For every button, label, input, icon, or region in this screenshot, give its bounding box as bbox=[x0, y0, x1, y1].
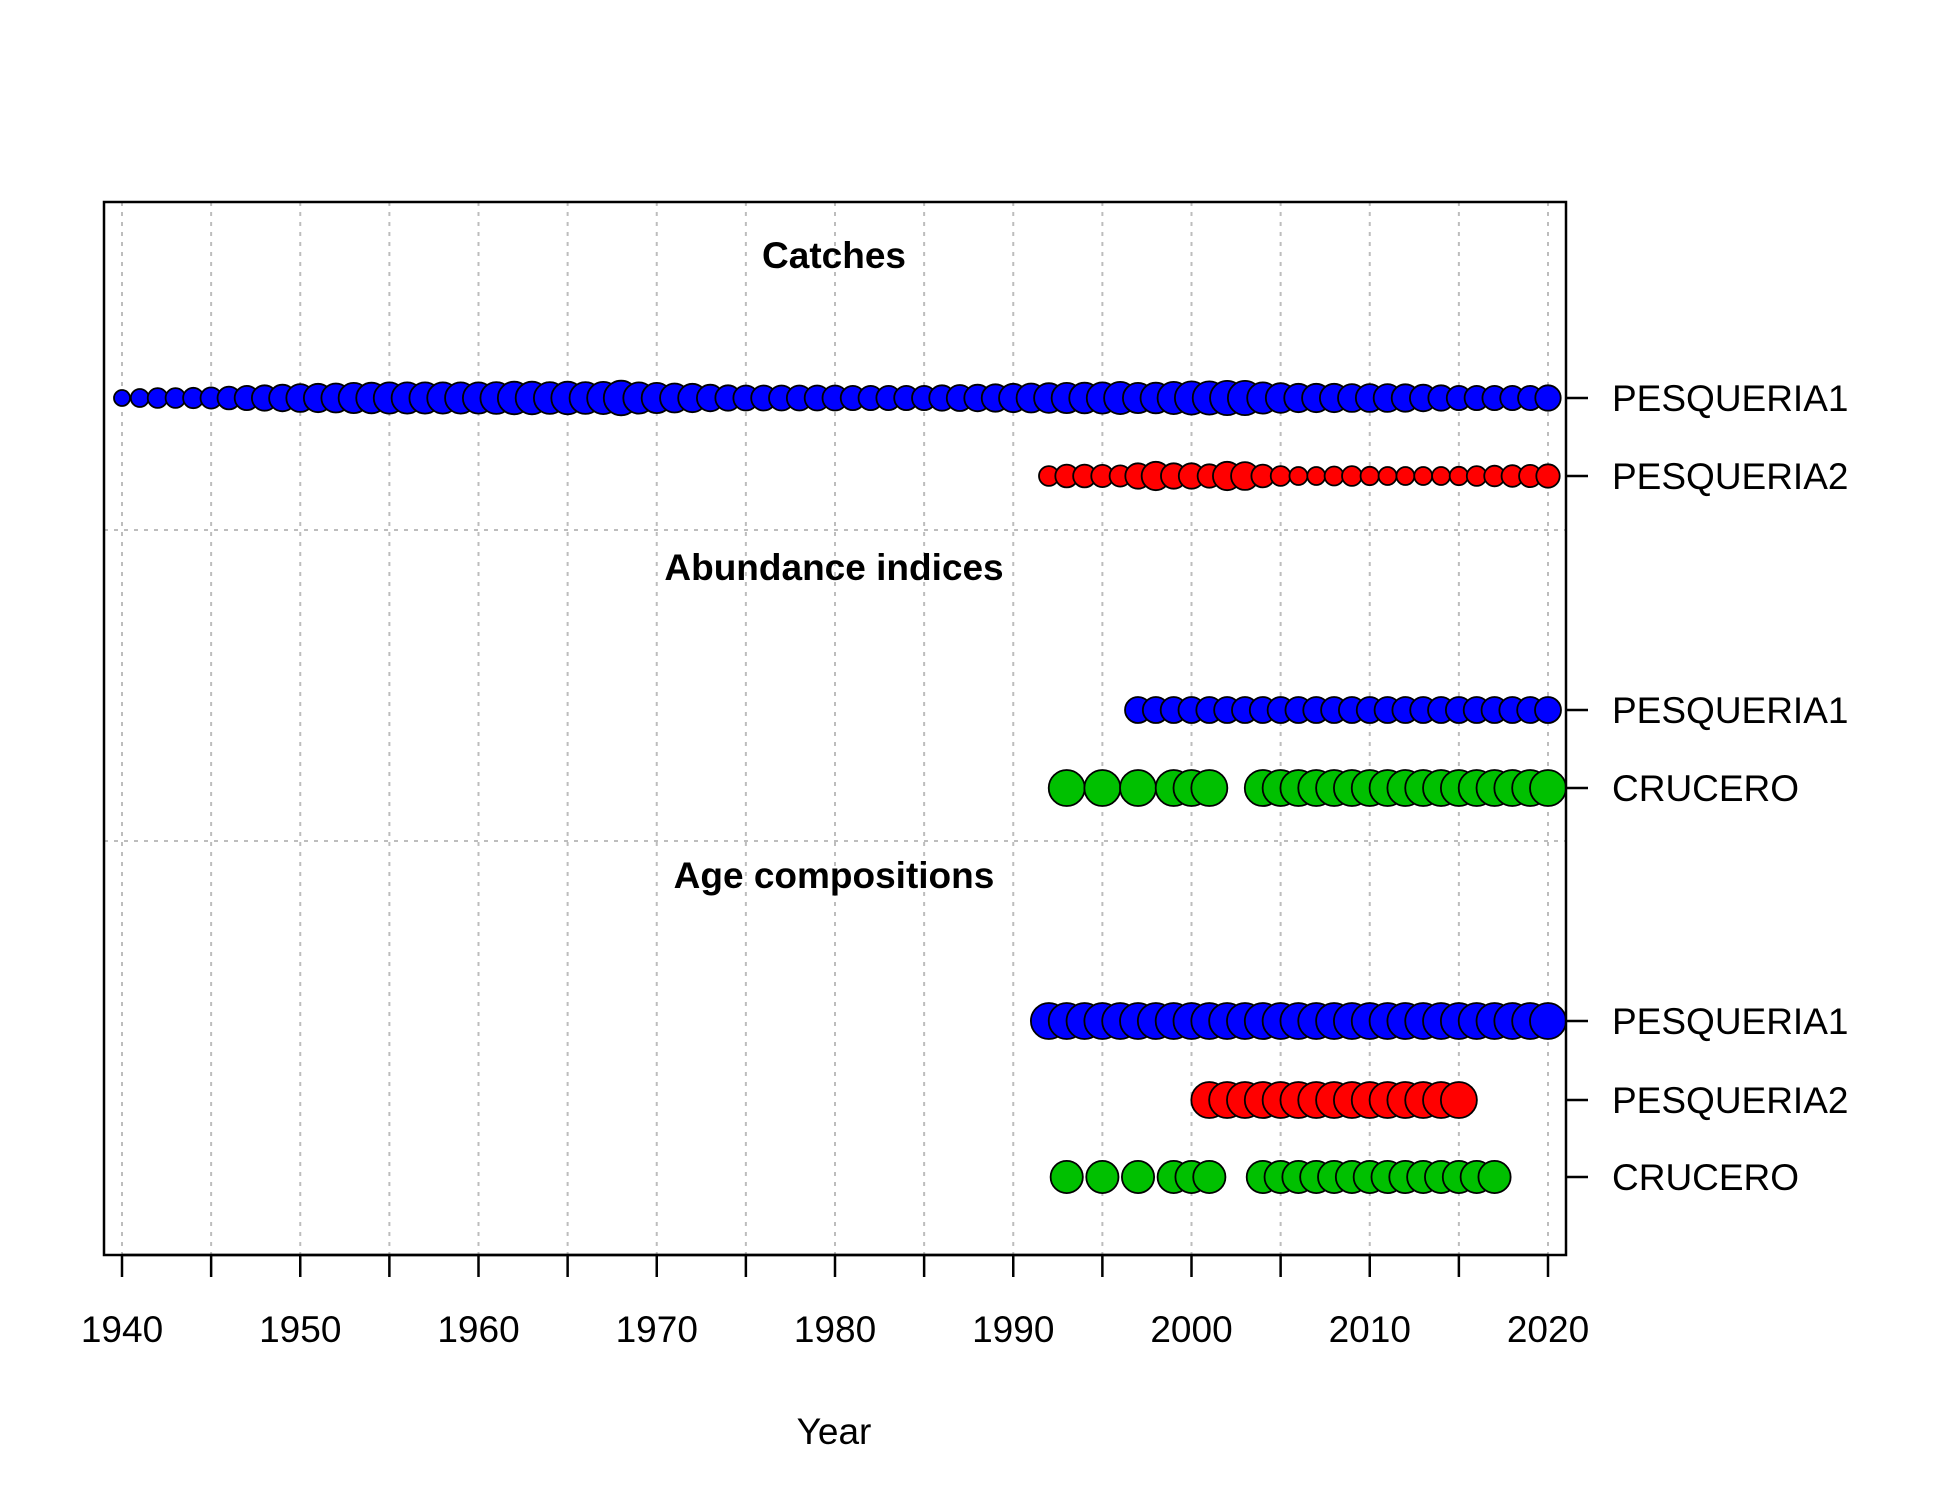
data-point bbox=[1377, 466, 1398, 486]
data-point bbox=[1323, 465, 1345, 487]
x-tick-label: 1980 bbox=[794, 1309, 876, 1350]
row-label: PESQUERIA2 bbox=[1612, 456, 1848, 497]
x-axis: 1940 1950 1960 1970 1980 1990 2000 2010 2020 bbox=[81, 1253, 1589, 1350]
row-label: PESQUERIA1 bbox=[1612, 1001, 1848, 1042]
data-point bbox=[1439, 1081, 1478, 1119]
row-label: PESQUERIA1 bbox=[1612, 690, 1848, 731]
data-point bbox=[1121, 1160, 1156, 1195]
data-point bbox=[1049, 1160, 1084, 1195]
data-point bbox=[1534, 384, 1562, 412]
data-point bbox=[1190, 769, 1229, 807]
data-points bbox=[113, 379, 1567, 1195]
data-point bbox=[113, 389, 131, 407]
section-title: Age compositions bbox=[674, 855, 995, 896]
data-point bbox=[1359, 465, 1380, 487]
x-tick-label: 2010 bbox=[1329, 1309, 1411, 1350]
row-label: PESQUERIA2 bbox=[1612, 1080, 1848, 1121]
row-labels-axis: PESQUERIA1 PESQUERIA2 PESQUERIA1 CRUCERO PES… bbox=[1566, 378, 1848, 1198]
section-title: Abundance indices bbox=[664, 547, 1003, 588]
data-point bbox=[1529, 1002, 1567, 1040]
x-tick-label: 1960 bbox=[437, 1309, 519, 1350]
x-tick-label: 1990 bbox=[972, 1309, 1054, 1350]
data-point bbox=[1306, 466, 1327, 486]
data-point bbox=[1047, 769, 1086, 807]
data-point bbox=[1192, 1160, 1227, 1195]
data-point bbox=[1119, 769, 1157, 807]
x-tick-label: 1940 bbox=[81, 1309, 163, 1350]
data-point bbox=[1529, 769, 1567, 807]
grid-lines bbox=[104, 202, 1566, 1255]
x-tick-label: 1950 bbox=[259, 1309, 341, 1350]
x-tick-label: 2020 bbox=[1507, 1309, 1589, 1350]
data-point bbox=[1535, 463, 1561, 489]
data-point bbox=[1534, 696, 1562, 724]
section-title: Catches bbox=[762, 235, 906, 276]
data-point bbox=[1448, 465, 1469, 487]
x-axis-title: Year bbox=[797, 1411, 872, 1452]
data-point bbox=[1085, 1160, 1120, 1195]
x-tick-label: 2000 bbox=[1150, 1309, 1232, 1350]
data-point bbox=[1341, 465, 1363, 487]
row-label: CRUCERO bbox=[1612, 1157, 1799, 1198]
section-titles: Catches Abundance indices Age compositions bbox=[664, 235, 1003, 896]
data-point bbox=[1083, 769, 1122, 807]
data-point bbox=[146, 387, 169, 409]
data-point bbox=[1395, 466, 1416, 486]
data-point bbox=[1431, 466, 1451, 486]
row-label: CRUCERO bbox=[1612, 768, 1799, 809]
data-point bbox=[1413, 466, 1434, 486]
data-point bbox=[129, 388, 150, 408]
data-point bbox=[1477, 1160, 1512, 1195]
x-tick-label: 1970 bbox=[616, 1309, 698, 1350]
data-point bbox=[1269, 465, 1292, 487]
data-point bbox=[1288, 466, 1309, 486]
row-label: PESQUERIA1 bbox=[1612, 378, 1848, 419]
